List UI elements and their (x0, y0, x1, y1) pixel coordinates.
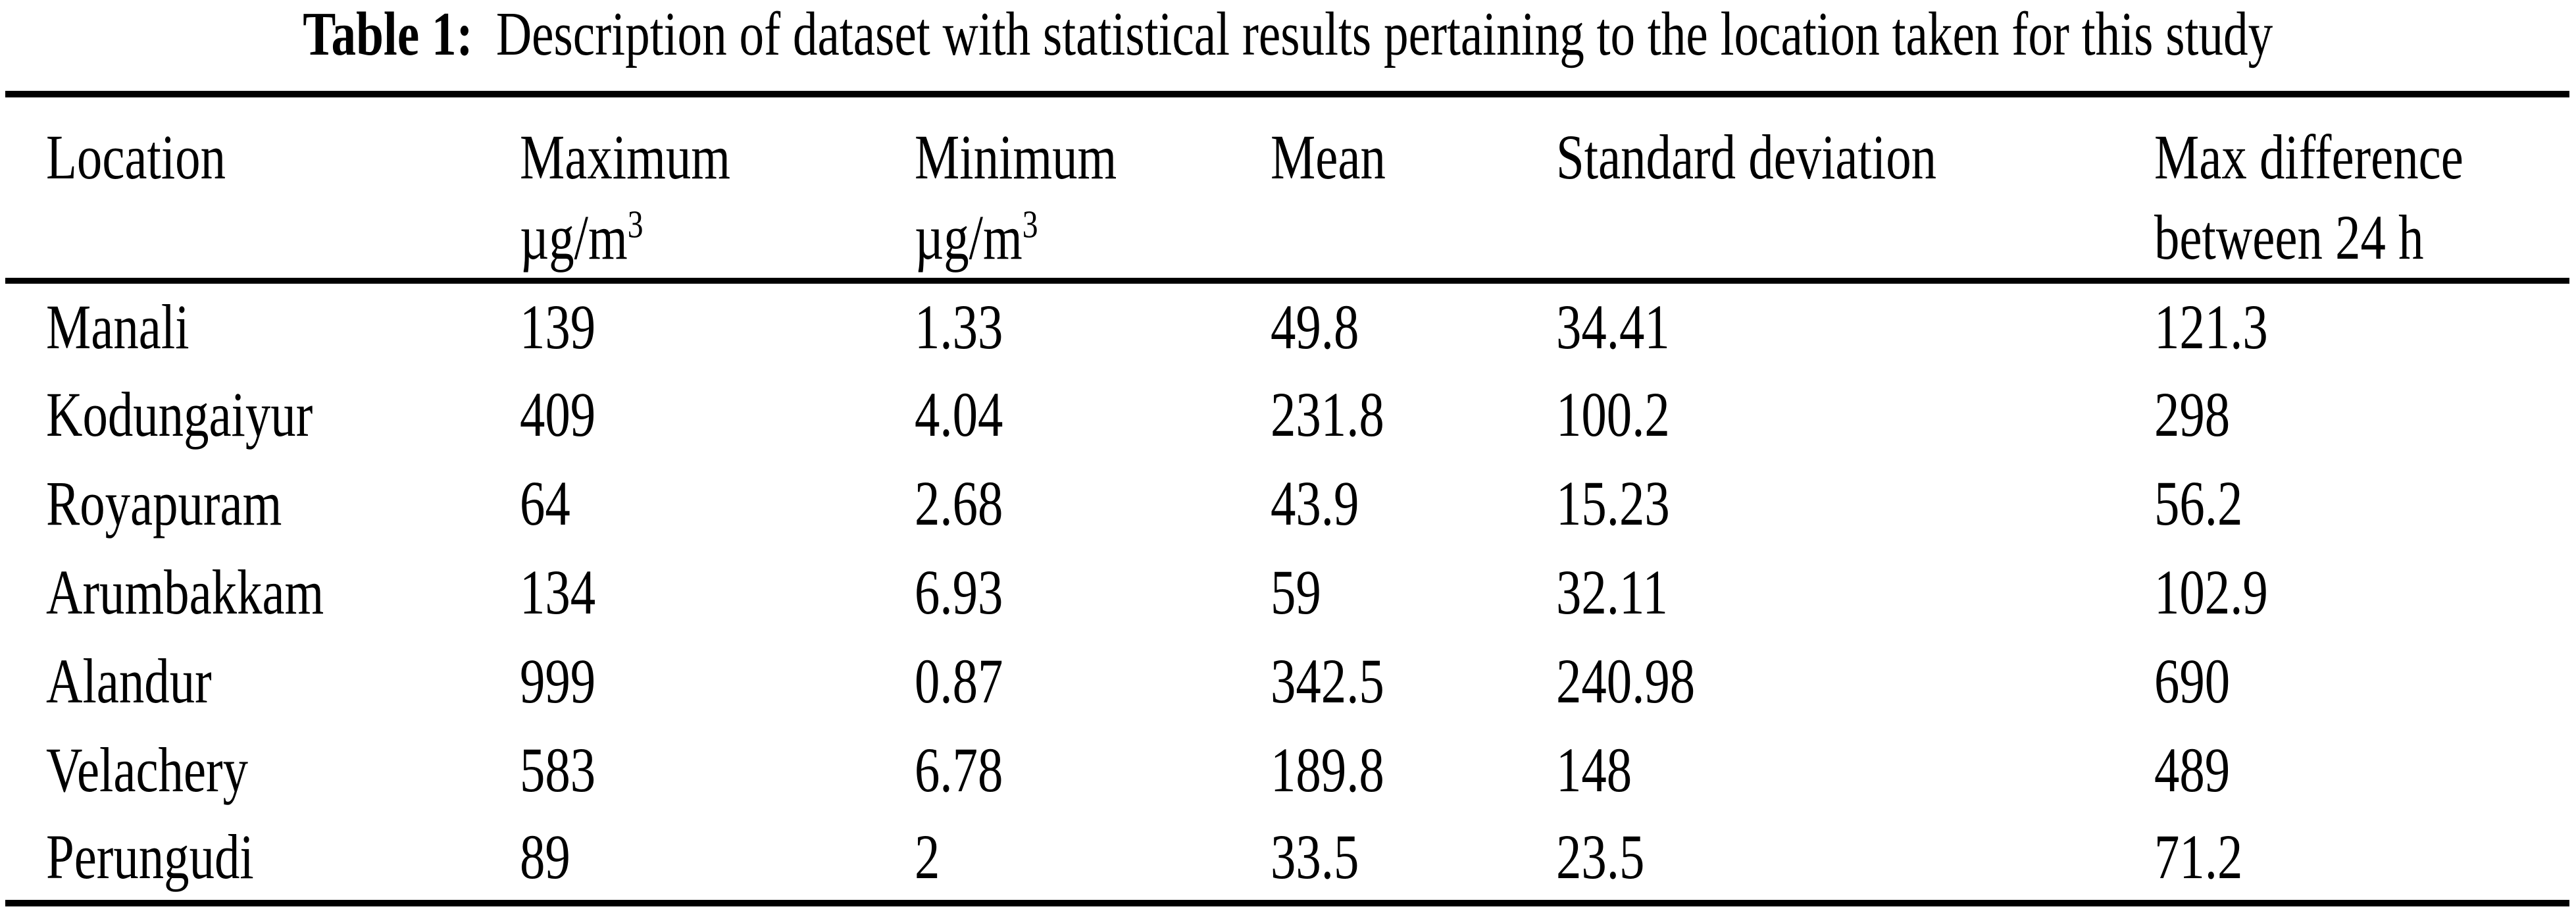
cell-std-deviation: 32.11 (1556, 556, 1668, 627)
column-header-minimum: Minimum µg/m3 (915, 94, 1271, 284)
cell-maximum: 583 (520, 734, 596, 805)
cell-mean: 342.5 (1271, 645, 1384, 716)
column-header-location: Location (5, 94, 520, 284)
unit-base: µg/m (520, 202, 628, 273)
table-row: Perungudi 89 2 33.5 23.5 71.2 (5, 814, 2569, 903)
column-header-maximum: Maximum µg/m3 (520, 94, 915, 284)
cell-max-difference: 690 (2154, 645, 2231, 716)
cell-max-difference: 56.2 (2154, 467, 2243, 538)
cell-std-deviation: 34.41 (1556, 291, 1670, 362)
cell-std-deviation: 100.2 (1556, 379, 1670, 450)
cell-location: Kodungaiyur (46, 379, 313, 450)
cell-location: Arumbakkam (46, 556, 324, 627)
cell-mean: 33.5 (1271, 822, 1359, 892)
column-header-minimum-label: Minimum (915, 122, 1117, 192)
cell-location: Alandur (46, 645, 212, 716)
table-row: Velachery 583 6.78 189.8 148 489 (5, 725, 2569, 814)
cell-std-deviation: 148 (1556, 734, 1632, 805)
column-header-maximum-unit: µg/m3 (520, 197, 644, 278)
cell-maximum: 139 (520, 291, 596, 362)
column-header-mean: Mean (1271, 94, 1556, 284)
column-header-maximum-label: Maximum (520, 122, 730, 192)
table-header-row: Location Maximum µg/m3 Minimum µg/m3 Mea… (5, 94, 2569, 284)
column-header-std-deviation: Standard deviation (1556, 94, 2154, 284)
cell-minimum: 6.78 (915, 734, 1003, 805)
table-row: Royapuram 64 2.68 43.9 15.23 56.2 (5, 459, 2569, 548)
table-caption-text: Description of dataset with statistical … (496, 0, 2273, 68)
cell-maximum: 64 (520, 467, 570, 538)
cell-max-difference: 489 (2154, 734, 2231, 805)
cell-max-difference: 298 (2154, 379, 2231, 450)
cell-maximum: 89 (520, 822, 570, 892)
column-header-minimum-unit: µg/m3 (915, 197, 1038, 278)
cell-minimum: 2.68 (915, 467, 1003, 538)
cell-max-difference: 102.9 (2154, 556, 2268, 627)
cell-location: Manali (46, 291, 189, 362)
cell-mean: 59 (1271, 556, 1321, 627)
table-caption-label: Table 1: (303, 0, 473, 68)
cell-maximum: 409 (520, 379, 596, 450)
cell-max-difference: 71.2 (2154, 822, 2243, 892)
table-header: Location Maximum µg/m3 Minimum µg/m3 Mea… (5, 94, 2569, 284)
cell-location: Royapuram (46, 467, 282, 538)
unit-base: µg/m (915, 202, 1023, 273)
table-row: Manali 139 1.33 49.8 34.41 121.3 (5, 281, 2569, 370)
column-header-max-difference-label-line2: between 24 h (2154, 202, 2424, 273)
cell-location: Perungudi (46, 822, 254, 892)
cell-std-deviation: 15.23 (1556, 467, 1670, 538)
cell-std-deviation: 240.98 (1556, 645, 1696, 716)
table-caption-inner: Table 1: Description of dataset with stat… (303, 0, 2273, 68)
column-header-std-deviation-label: Standard deviation (1556, 122, 1936, 192)
column-header-max-difference-label: Max difference (2154, 122, 2463, 192)
table-row: Alandur 999 0.87 342.5 240.98 690 (5, 637, 2569, 725)
table-row: Kodungaiyur 409 4.04 231.8 100.2 298 (5, 370, 2569, 459)
cell-minimum: 4.04 (915, 379, 1003, 450)
cell-mean: 43.9 (1271, 467, 1359, 538)
data-table: Location Maximum µg/m3 Minimum µg/m3 Mea… (5, 91, 2569, 906)
cell-std-deviation: 23.5 (1556, 822, 1645, 892)
cell-mean: 49.8 (1271, 291, 1359, 362)
cell-minimum: 1.33 (915, 291, 1003, 362)
cell-minimum: 2 (915, 822, 940, 892)
cell-mean: 231.8 (1271, 379, 1384, 450)
table-body: Manali 139 1.33 49.8 34.41 121.3 Kodunga… (5, 281, 2569, 903)
cell-max-difference: 121.3 (2154, 291, 2268, 362)
column-header-location-label: Location (46, 122, 226, 192)
column-header-max-difference: Max difference between 24 h (2154, 94, 2569, 284)
cell-location: Velachery (46, 734, 249, 805)
cell-maximum: 999 (520, 645, 596, 716)
column-header-mean-label: Mean (1271, 122, 1386, 192)
unit-superscript: 3 (1022, 202, 1038, 246)
cell-maximum: 134 (520, 556, 596, 627)
cell-mean: 189.8 (1271, 734, 1384, 805)
unit-superscript: 3 (627, 202, 644, 246)
table-row: Arumbakkam 134 6.93 59 32.11 102.9 (5, 548, 2569, 637)
table-caption: Table 1: Description of dataset with stat… (0, 0, 2576, 91)
cell-minimum: 0.87 (915, 645, 1003, 716)
cell-minimum: 6.93 (915, 556, 1003, 627)
